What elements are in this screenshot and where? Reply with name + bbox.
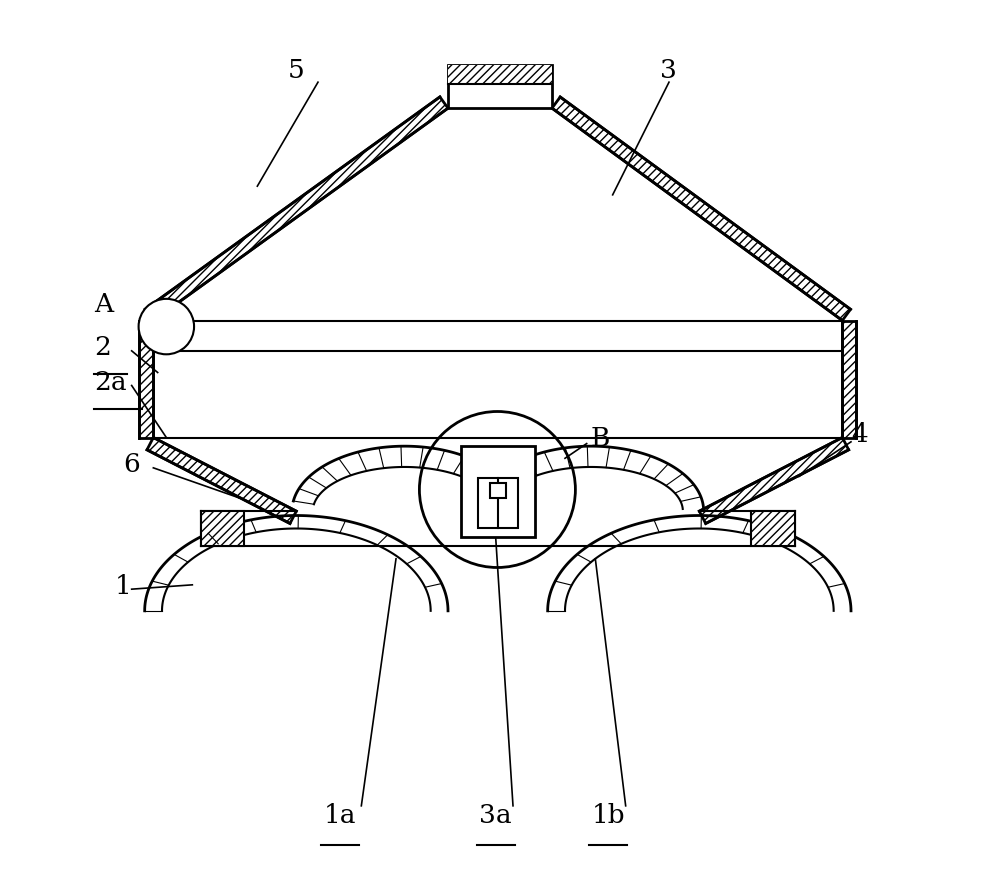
Text: 1: 1 <box>114 573 131 598</box>
Text: A: A <box>94 292 114 317</box>
Text: 2: 2 <box>94 335 111 360</box>
Bar <box>201 511 244 546</box>
Text: 1a: 1a <box>323 803 356 828</box>
Circle shape <box>139 299 194 354</box>
Text: 6: 6 <box>123 452 140 477</box>
Text: 5: 5 <box>288 58 304 83</box>
Bar <box>461 446 535 537</box>
Bar <box>448 65 552 108</box>
Polygon shape <box>145 97 448 320</box>
Text: 3a: 3a <box>479 803 512 828</box>
Circle shape <box>139 299 194 354</box>
Text: 1b: 1b <box>592 803 625 828</box>
Polygon shape <box>842 320 856 438</box>
Polygon shape <box>147 438 296 523</box>
Polygon shape <box>139 320 153 438</box>
Polygon shape <box>552 97 851 320</box>
Text: B: B <box>591 426 610 452</box>
Bar <box>478 478 518 528</box>
Text: 4: 4 <box>851 422 868 447</box>
Text: 2a: 2a <box>94 370 127 395</box>
Bar <box>448 65 552 84</box>
Bar <box>490 483 506 498</box>
Text: 3: 3 <box>660 58 677 83</box>
Polygon shape <box>699 438 849 523</box>
Bar <box>751 511 795 546</box>
